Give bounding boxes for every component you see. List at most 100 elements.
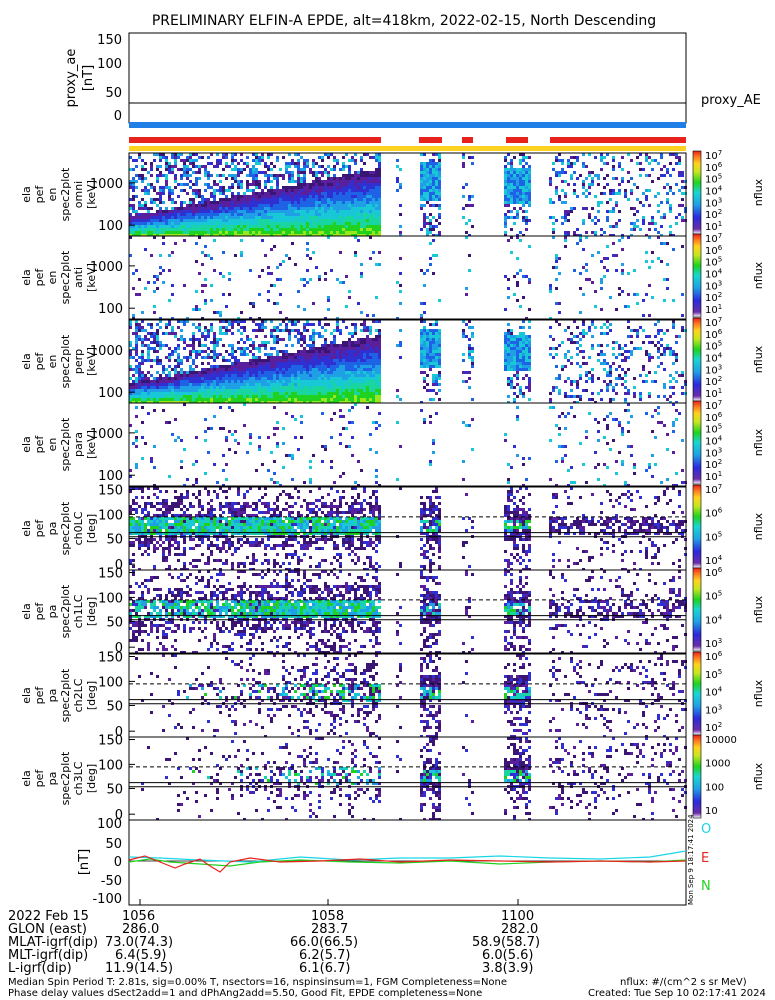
pa-tick-3-0: 150 [98, 733, 123, 748]
pa-ylabel-0-3: spec2plot [59, 501, 72, 555]
mag-panel: 100 50 0 -50 -100 [nT] O E N Mon Sep 9 1… [77, 814, 711, 907]
ephem-label-3: MLT-igrf(dip) [8, 948, 89, 963]
footer-units: nflux: #/(cm^2 s sr MeV) [620, 977, 747, 988]
colorbar-label-4-1: 106 [705, 507, 723, 520]
colorbar-label-5-3: 103 [705, 637, 722, 650]
energy-ylabel-2-0: ela [20, 353, 33, 370]
colorbar-label-7-1: 1000 [705, 759, 730, 770]
energy-ylabel-1-0: ela [20, 269, 33, 286]
ephem-r2-c1: 66.0(66.5) [290, 935, 359, 950]
ephem-r1-c0: 286.0 [122, 922, 160, 937]
energy-panel-1: 1000 100 ela pef en spec2plot anti [keV] [20, 235, 687, 320]
colorbar-label-6-4: 102 [705, 721, 722, 734]
ae-ylabel: proxy_ae [64, 49, 79, 108]
colorbar-6: 106 105 104 103 102 nflux [692, 650, 765, 736]
energy-ylabel-2-4: perp [72, 349, 85, 374]
ephem-r1-c1: 283.7 [311, 922, 349, 937]
colorbar-label-7-3: 10 [705, 806, 718, 817]
pa-ylabel-1-0: ela [20, 603, 33, 620]
ephem-r4-c0: 11.9(14.5) [105, 961, 174, 976]
status-bar-red-3 [462, 137, 473, 143]
energy-ylabel-1-1: pef [33, 268, 46, 287]
pa-tick-3-1: 100 [98, 758, 123, 773]
pa-tick-2-0: 150 [98, 650, 123, 665]
energy-ylabel-2-1: pef [33, 352, 46, 371]
pa-ylabel-2-3: spec2plot [59, 668, 72, 722]
status-bar-red-1 [129, 137, 381, 143]
energy-tick-2-0: 1000 [90, 344, 123, 359]
energy-ylabel-3-5: [keV] [85, 430, 98, 459]
pa-tick-3-2: 50 [106, 782, 123, 797]
colorbar-label-7-2: 100 [705, 782, 724, 793]
energy-ylabel-1-4: anti [72, 267, 85, 288]
ephem-r0-c1: 1058 [311, 909, 345, 924]
mag-trace-e [128, 855, 687, 873]
energy-tick-2-1: 100 [98, 386, 123, 401]
colorbar-label-5-1: 105 [705, 590, 722, 603]
ae-tick-1: 100 [97, 57, 122, 72]
pa-ylabel-2-0: ela [20, 687, 33, 704]
mag-tick-0: 100 [97, 817, 122, 832]
status-bar-blue [129, 122, 686, 128]
energy-ylabel-3-1: pef [33, 435, 46, 454]
pa-ylabel-3-3: spec2plot [59, 751, 72, 805]
mag-trace-o [128, 850, 687, 863]
ephem-label-1: GLON (east) [8, 922, 87, 937]
mag-legend-o: O [701, 822, 711, 837]
ephem-r2-c0: 73.0(74.3) [105, 935, 174, 950]
ephem-r4-c2: 3.8(3.9) [482, 961, 534, 976]
mag-tick-3: -50 [101, 874, 122, 889]
mag-tick-4: -100 [92, 892, 122, 907]
colorbar-unit-1: nflux [752, 261, 765, 289]
energy-ylabel-0-1: pef [33, 185, 46, 204]
ephem-r3-c1: 6.2(5.7) [299, 948, 351, 963]
footer-line-2: Phase delay values dSect2add=1 and dPhAn… [8, 988, 483, 999]
status-bar-red-2 [419, 137, 442, 143]
pa-ylabel-2-2: pa [46, 689, 59, 703]
mag-tick-1: 50 [105, 837, 122, 852]
pa-tick-2-1: 100 [98, 675, 123, 690]
colorbar-label-4-2: 105 [705, 530, 722, 543]
colorbar-label-6-3: 103 [705, 703, 722, 716]
pa-tick-0-0: 150 [98, 483, 123, 498]
energy-ylabel-2-2: en [46, 355, 59, 369]
mag-ylabel: [nT] [77, 849, 92, 875]
colorbars: 107106105104103102101nflux10710610510410… [692, 149, 765, 819]
energy-tick-3-0: 1000 [90, 427, 123, 442]
pa-ylabel-0-4: ch0LC [72, 511, 85, 545]
pa-tick-1-1: 100 [98, 591, 123, 606]
time-ticks [139, 899, 519, 905]
colorbar-unit-0: nflux [752, 178, 765, 206]
energy-ylabel-1-5: [keV] [85, 263, 98, 292]
ephem-label-2: MLAT-igrf(dip) [8, 935, 99, 950]
mag-tick-2: 0 [114, 855, 122, 870]
pa-ylabel-2-4: ch2LC [72, 678, 85, 712]
energy-panel-0: 1000 100 ela pef en spec2plot omni [keV] [20, 152, 687, 237]
colorbar-unit-6: nflux [752, 679, 765, 707]
pa-ylabel-1-3: spec2plot [59, 584, 72, 638]
energy-ylabel-0-4: omni [72, 181, 85, 208]
status-bars [129, 122, 686, 151]
colorbar-label-6-2: 104 [705, 686, 723, 699]
pa-ylabel-3-2: pa [46, 772, 59, 786]
energy-ylabel-3-0: ela [20, 436, 33, 453]
colorbar-unit-3: nflux [752, 428, 765, 456]
pa-panel-2: 150 100 50 0 ela pef pa spec2plot ch2LC [deg] [20, 650, 687, 740]
ephem-r3-c2: 6.0(5.6) [482, 948, 534, 963]
pa-ylabel-1-4: ch1LC [72, 594, 85, 628]
ephem-r2-c2: 58.9(58.7) [472, 935, 541, 950]
pa-tick-0-1: 100 [98, 508, 123, 523]
pa-ylabel-0-5: [deg] [85, 514, 98, 543]
energy-tick-1-1: 100 [98, 302, 123, 317]
ephem-r4-c1: 6.1(6.7) [299, 961, 351, 976]
energy-panel-bg [129, 236, 686, 319]
pa-tick-3-3: 0 [115, 808, 123, 823]
ae-ylabel-unit: [nT] [81, 65, 96, 91]
pa-ylabel-0-0: ela [20, 520, 33, 537]
pa-ylabel-3-1: pef [33, 769, 46, 788]
